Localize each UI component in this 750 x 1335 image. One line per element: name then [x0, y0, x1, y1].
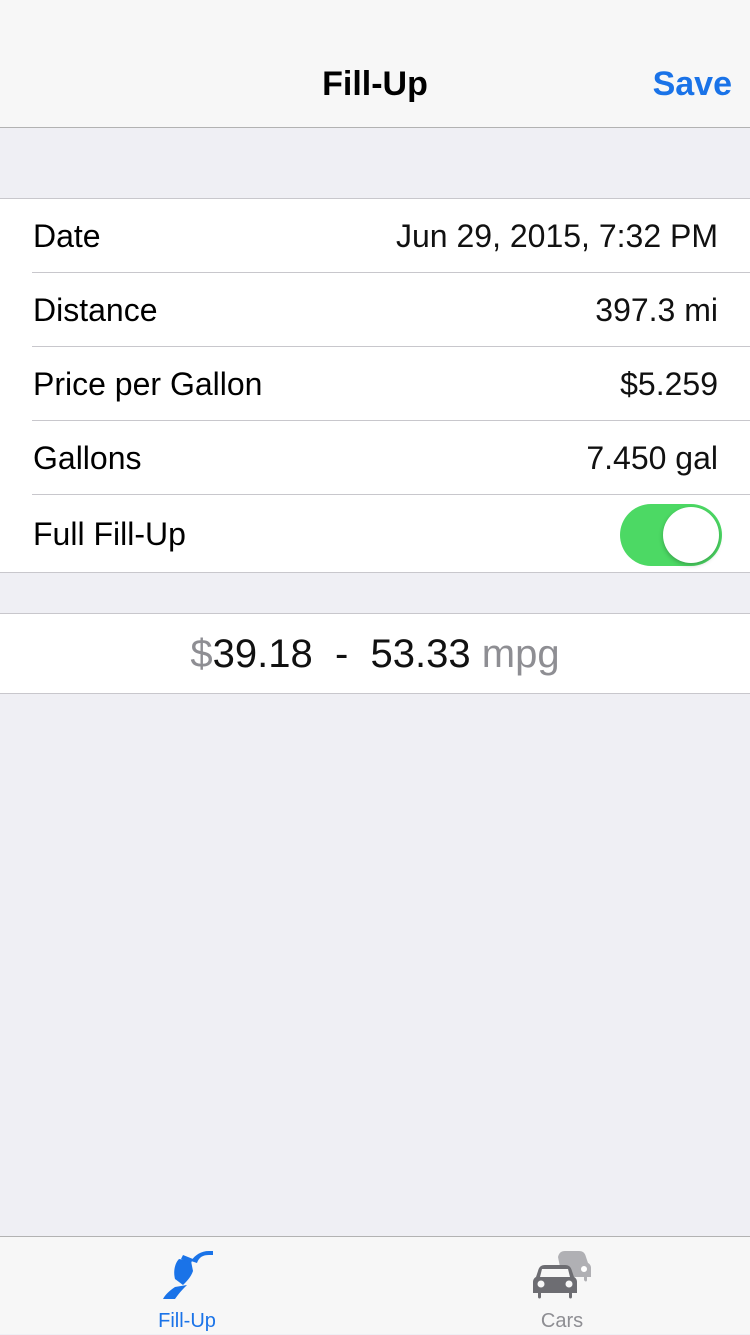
tab-bar: Fill-Up Cars [0, 1236, 750, 1334]
tab-cars[interactable]: Cars [462, 1237, 662, 1335]
price-per-gallon-label: Price per Gallon [33, 366, 263, 402]
save-button[interactable]: Save [652, 65, 732, 103]
row-divider [32, 420, 750, 421]
summary-text: $39.18 - 53.33 mpg [0, 614, 750, 694]
distance-value[interactable]: 397.3 mi [595, 292, 718, 328]
page-title: Fill-Up [322, 65, 428, 103]
row-divider [32, 494, 750, 495]
tab-cars-label: Cars [540, 1310, 584, 1332]
mpg-value: 53.33 [370, 632, 471, 676]
navigation-bar: Fill-Up Save [0, 0, 750, 128]
date-value[interactable]: Jun 29, 2015, 7:32 PM [396, 218, 718, 254]
row-divider [32, 272, 750, 273]
fuel-nozzle-icon [163, 1251, 213, 1299]
cars-icon [533, 1251, 591, 1299]
gallons-label: Gallons [33, 440, 142, 476]
tab-fill-up-label: Fill-Up [158, 1310, 216, 1332]
gallons-row[interactable]: Gallons 7.450 gal [0, 421, 750, 495]
price-per-gallon-row[interactable]: Price per Gallon $5.259 [0, 347, 750, 421]
fillup-form: Date Jun 29, 2015, 7:32 PM Distance 397.… [0, 198, 750, 573]
date-label: Date [33, 218, 101, 254]
mpg-unit: mpg [481, 632, 560, 676]
full-fillup-row: Full Fill-Up [0, 495, 750, 574]
distance-row[interactable]: Distance 397.3 mi [0, 273, 750, 347]
row-divider [32, 346, 750, 347]
date-row[interactable]: Date Jun 29, 2015, 7:32 PM [0, 199, 750, 273]
distance-label: Distance [33, 292, 158, 328]
tab-fill-up[interactable]: Fill-Up [87, 1237, 287, 1335]
gallons-value[interactable]: 7.450 gal [586, 440, 718, 476]
full-fillup-toggle[interactable] [620, 504, 722, 566]
currency-symbol: $ [190, 632, 213, 676]
toggle-knob [663, 507, 719, 563]
summary-separator: - [334, 632, 349, 676]
full-fillup-label: Full Fill-Up [33, 516, 186, 552]
total-cost: 39.18 [212, 632, 313, 676]
summary-bar: $39.18 - 53.33 mpg [0, 613, 750, 694]
price-per-gallon-value[interactable]: $5.259 [620, 366, 718, 402]
